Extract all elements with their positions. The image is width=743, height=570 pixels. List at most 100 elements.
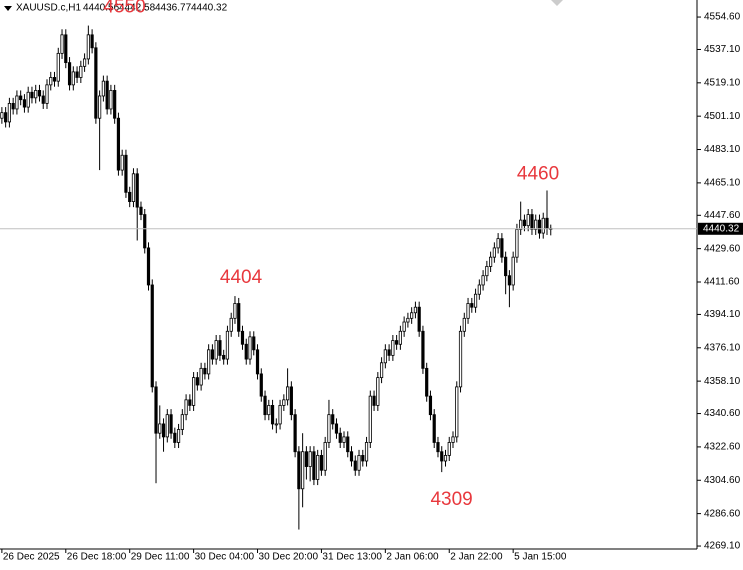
candle-body: [440, 451, 444, 462]
candle-body: [4, 112, 8, 123]
y-tick-label: 4394.10: [704, 309, 741, 320]
candle-body: [327, 414, 331, 443]
x-tick-label: 2 Jan 22:00: [450, 552, 503, 563]
y-tick-label: 4537.10: [704, 44, 741, 55]
candle-body: [522, 219, 527, 227]
candle-body: [443, 455, 448, 462]
candle-body: [180, 414, 184, 430]
candle-body: [248, 336, 252, 360]
candle-body: [158, 423, 162, 434]
menu-arrow[interactable]: [4, 6, 12, 11]
candle-body: [60, 34, 64, 54]
candle-body: [52, 77, 57, 82]
y-tick-label: 4429.60: [704, 243, 741, 254]
x-tick-label: 26 Dec 2025: [3, 552, 60, 563]
candle-body: [218, 340, 222, 356]
y-tick-label: 4465.10: [704, 178, 741, 189]
y-tick-label: 4286.60: [704, 508, 741, 519]
candle-body: [71, 71, 75, 86]
candle-body: [395, 340, 399, 345]
price-tag: [698, 222, 743, 235]
y-tick-label: 4358.10: [704, 376, 741, 387]
candle-body: [0, 112, 4, 119]
candle-body: [526, 214, 530, 227]
header-open: 4440.56: [83, 3, 120, 14]
candle-body: [98, 95, 102, 119]
candle-body: [376, 377, 380, 406]
candle-body: [323, 442, 327, 471]
candle-body: [331, 414, 335, 425]
candle-body: [7, 102, 11, 123]
candle-body: [357, 455, 361, 471]
candle-body: [545, 217, 549, 229]
shift-marker: [551, 0, 563, 6]
candle-body: [49, 77, 53, 86]
candle-body: [19, 95, 23, 101]
candle-body: [489, 256, 493, 267]
x-tick-label: 29 Dec 11:00: [131, 552, 190, 563]
candle-body: [500, 238, 504, 258]
candle-body: [379, 362, 384, 379]
x-tick-label: 30 Dec 20:00: [259, 552, 319, 563]
candle-body: [406, 317, 410, 323]
candle-body: [252, 336, 256, 351]
candle-body: [192, 377, 196, 406]
candle-body: [128, 191, 132, 202]
candle-body: [387, 349, 391, 356]
candle-body: [143, 214, 147, 249]
price-tag-label: 4440.32: [703, 223, 740, 234]
candle-body: [203, 367, 207, 375]
candle-body: [338, 432, 342, 443]
candle-body: [161, 423, 166, 438]
candle-body: [398, 330, 402, 345]
candle-body: [176, 429, 181, 443]
candle-body: [150, 284, 154, 388]
candle-body: [304, 451, 308, 467]
candle-body: [534, 219, 538, 230]
candle-body: [297, 451, 301, 490]
candle-body: [267, 405, 271, 416]
annotation: 4309: [430, 489, 472, 510]
candle-body: [109, 90, 113, 110]
candle-body: [30, 91, 34, 99]
candle-body: [237, 303, 241, 332]
candle-body: [436, 442, 440, 453]
candle-body: [353, 460, 357, 471]
candle-body: [410, 312, 414, 319]
candle-body: [462, 317, 466, 332]
candle-body: [34, 90, 38, 99]
candle-body: [169, 414, 173, 434]
candle-body: [94, 47, 98, 119]
candle-body: [319, 455, 324, 471]
candle-body: [413, 306, 418, 314]
candle-body: [421, 330, 425, 369]
candle-body: [22, 99, 27, 108]
candle-body: [316, 455, 320, 480]
candle-body: [282, 399, 286, 406]
candle-body: [229, 317, 233, 332]
candle-body: [504, 256, 508, 277]
candle-body: [37, 90, 42, 97]
candle-body: [270, 405, 275, 425]
candle-body: [64, 34, 68, 64]
x-tick-label: 5 Jan 15:00: [514, 552, 567, 563]
y-tick-label: 4411.60: [704, 277, 740, 288]
candle-body: [466, 303, 470, 319]
y-tick-label: 4376.10: [704, 342, 741, 353]
candle-body: [364, 442, 369, 462]
candle-body: [120, 154, 124, 171]
candle-body: [184, 399, 188, 416]
candle-body: [86, 34, 90, 60]
candle-body: [199, 367, 203, 386]
candle-body: [26, 91, 30, 108]
candle-body: [135, 173, 139, 208]
y-tick-label: 4554.60: [704, 12, 741, 23]
annotation: 4404: [220, 267, 263, 288]
candle-body: [195, 377, 199, 386]
candle-body: [207, 349, 211, 375]
candle-body: [293, 414, 297, 453]
x-tick-label: 30 Dec 04:00: [195, 552, 255, 563]
y-tick-label: 4519.10: [704, 77, 741, 88]
candle-body: [530, 214, 534, 230]
